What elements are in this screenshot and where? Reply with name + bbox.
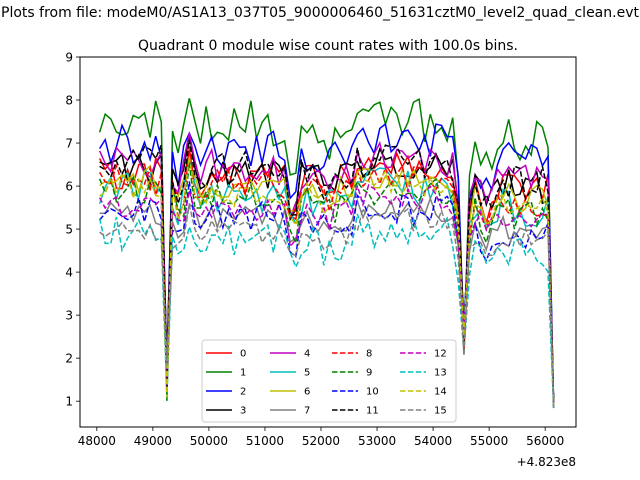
legend-label-9: 9 — [366, 368, 372, 379]
x-tick-label: 49000 — [134, 434, 172, 448]
series-line-2 — [98, 122, 555, 404]
y-tick-label: 5 — [65, 223, 73, 237]
series-line-14 — [99, 156, 555, 406]
x-tick-label: 56000 — [526, 434, 564, 448]
legend-label-4: 4 — [304, 349, 310, 360]
series-line-9 — [98, 162, 555, 404]
y-tick-label: 2 — [65, 352, 73, 366]
y-tick-label: 3 — [65, 309, 73, 323]
x-tick-label: 55000 — [470, 434, 508, 448]
series-line-1 — [98, 98, 555, 406]
x-tick-label: 50000 — [190, 434, 228, 448]
series-line-10 — [99, 181, 555, 404]
legend-label-14: 14 — [434, 387, 447, 398]
y-tick-label: 7 — [65, 137, 73, 151]
legend-box — [201, 339, 457, 423]
legend-label-10: 10 — [366, 387, 379, 398]
series-line-15 — [99, 204, 555, 406]
series-layer — [98, 98, 555, 409]
chart-title: Quadrant 0 module wise count rates with … — [138, 38, 518, 54]
legend-label-7: 7 — [304, 406, 310, 417]
series-line-7 — [99, 196, 555, 406]
legend-label-2: 2 — [240, 387, 246, 398]
y-tick-label: 6 — [65, 180, 73, 194]
legend-label-0: 0 — [240, 349, 246, 360]
series-line-13 — [98, 213, 555, 408]
series-line-5 — [98, 159, 555, 409]
legend-label-1: 1 — [240, 368, 246, 379]
x-tick-label: 51000 — [246, 434, 284, 448]
plot-frame — [79, 56, 577, 428]
y-tick-label: 4 — [65, 266, 73, 280]
y-tick-label: 1 — [65, 395, 73, 409]
x-offset-label: +4.823e8 — [517, 455, 576, 469]
legend-label-8: 8 — [366, 349, 372, 360]
legend-label-15: 15 — [434, 406, 447, 417]
x-axis: 48000 49000 50000 51000 52000 53000 54000 55000… — [78, 427, 564, 448]
series-line-12 — [98, 184, 555, 409]
y-axis: 1 2 3 4 5 6 7 8 9 — [65, 51, 80, 409]
figure-suptitle: Plots from file: modeM0/AS1A13_037T05_90… — [1, 5, 639, 21]
y-tick-label: 9 — [65, 51, 73, 65]
series-line-4 — [98, 133, 555, 402]
x-tick-label: 54000 — [414, 434, 452, 448]
y-tick-label: 8 — [65, 94, 73, 108]
legend-label-11: 11 — [366, 406, 379, 417]
x-tick-label: 52000 — [302, 434, 340, 448]
series-line-11 — [99, 139, 555, 402]
x-tick-label: 48000 — [78, 434, 116, 448]
legend-label-6: 6 — [304, 387, 310, 398]
legend-label-3: 3 — [240, 406, 246, 417]
x-tick-label: 53000 — [358, 434, 396, 448]
legend-label-13: 13 — [434, 368, 447, 379]
legend-label-5: 5 — [304, 368, 310, 379]
legend-label-12: 12 — [434, 349, 447, 360]
